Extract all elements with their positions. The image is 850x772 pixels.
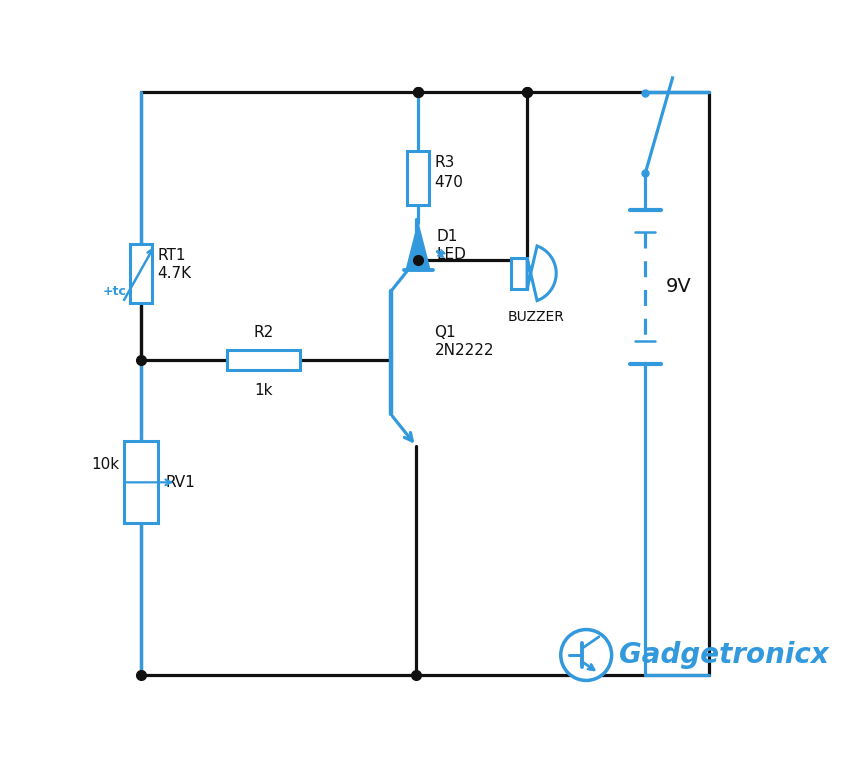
Text: Gadgetronicx: Gadgetronicx bbox=[619, 641, 829, 669]
Text: Q1: Q1 bbox=[434, 325, 456, 340]
Text: +tc: +tc bbox=[103, 285, 127, 298]
Text: LED: LED bbox=[436, 247, 466, 262]
Text: 4.7K: 4.7K bbox=[157, 266, 191, 281]
Text: 10k: 10k bbox=[91, 457, 119, 472]
Text: D1: D1 bbox=[436, 229, 457, 244]
Bar bbox=[123, 442, 158, 523]
Text: BUZZER: BUZZER bbox=[507, 310, 564, 323]
Text: R3: R3 bbox=[434, 155, 455, 170]
Text: RT1: RT1 bbox=[157, 248, 186, 262]
Bar bbox=[407, 151, 429, 205]
Polygon shape bbox=[527, 246, 556, 300]
Bar bbox=[130, 244, 152, 303]
Circle shape bbox=[561, 630, 612, 680]
Text: RV1: RV1 bbox=[166, 475, 196, 490]
Text: R2: R2 bbox=[253, 325, 274, 340]
Text: 1k: 1k bbox=[254, 383, 273, 398]
Text: 470: 470 bbox=[434, 175, 463, 190]
Bar bbox=[227, 350, 300, 370]
Bar bbox=[511, 258, 527, 289]
Text: 9V: 9V bbox=[666, 277, 691, 296]
Polygon shape bbox=[406, 223, 430, 269]
Text: 2N2222: 2N2222 bbox=[434, 343, 494, 358]
